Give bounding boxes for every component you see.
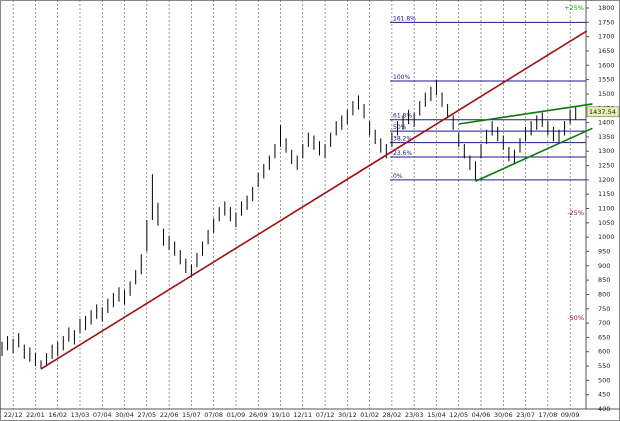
y-tick-label: 1250 xyxy=(598,162,615,170)
y-tick-label: 1800 xyxy=(598,4,615,12)
x-tick-label: 12/05 xyxy=(449,411,468,419)
y-tick-label: 950 xyxy=(598,247,610,255)
y-tick-label: 700 xyxy=(598,319,610,327)
x-tick-label: 15/07 xyxy=(182,411,201,419)
x-tick-label: 15/04 xyxy=(427,411,446,419)
y-tick-label: 1750 xyxy=(598,18,615,26)
y-tick-label: 1650 xyxy=(598,47,615,55)
y-tick-label: 1500 xyxy=(598,90,615,98)
x-tick-label: 30/12 xyxy=(338,411,357,419)
y-tick-label: 400 xyxy=(598,405,610,413)
y-tick-label: 1350 xyxy=(598,133,615,141)
x-tick-label: 07/12 xyxy=(316,411,335,419)
x-tick-label: 17/08 xyxy=(538,411,557,419)
y-tick-label: 1400 xyxy=(598,119,615,127)
fib-label: 23.6% xyxy=(393,150,412,157)
trend-line xyxy=(458,103,593,125)
y-tick-label: 850 xyxy=(598,276,610,284)
x-tick-label: 04/06 xyxy=(472,411,491,419)
y-tick-label: 600 xyxy=(598,348,610,356)
fib-label: 100% xyxy=(393,74,410,81)
x-tick-label: 09/09 xyxy=(561,411,580,419)
annotation: -50% xyxy=(567,314,584,322)
y-tick-label: 500 xyxy=(598,376,610,384)
x-tick-label: 19/10 xyxy=(271,411,290,419)
y-tick-label: 1100 xyxy=(598,205,615,213)
y-tick-label: 1200 xyxy=(598,176,615,184)
annotation: -25% xyxy=(567,209,584,217)
x-tick-label: 26/09 xyxy=(249,411,268,419)
last-price-box xyxy=(586,106,620,118)
y-tick-label: 1300 xyxy=(598,147,615,155)
x-tick-label: 07/08 xyxy=(204,411,223,419)
fib-label: 38.2% xyxy=(393,136,412,143)
x-tick-label: 27/05 xyxy=(137,411,156,419)
y-tick-label: 550 xyxy=(598,362,610,370)
x-tick-label: 16/02 xyxy=(48,411,67,419)
x-tick-label: 30/06 xyxy=(494,411,513,419)
x-tick-label: 01/02 xyxy=(360,411,379,419)
x-tick-label: 12/11 xyxy=(293,411,312,419)
y-tick-label: 900 xyxy=(598,262,610,270)
y-tick-label: 650 xyxy=(598,333,610,341)
trend-line xyxy=(40,30,588,370)
fib-label: 0% xyxy=(393,173,403,180)
y-tick-label: 1600 xyxy=(598,61,615,69)
x-tick-label: 22/01 xyxy=(26,411,45,419)
y-tick-label: 1050 xyxy=(598,219,615,227)
x-tick-label: 13/03 xyxy=(71,411,90,419)
x-tick-label: 23/03 xyxy=(405,411,424,419)
x-tick-label: 23/07 xyxy=(516,411,535,419)
y-tick-label: 1000 xyxy=(598,233,615,241)
y-tick-label: 800 xyxy=(598,290,610,298)
fib-label: 161.8% xyxy=(393,15,416,22)
x-tick-label: 07/04 xyxy=(93,411,112,419)
y-tick-label: 1550 xyxy=(598,76,615,84)
trend-line xyxy=(475,127,593,183)
x-tick-label: 22/12 xyxy=(4,411,23,419)
last-price: 1437.54 xyxy=(589,108,616,116)
x-tick-label: 30/04 xyxy=(115,411,134,419)
y-tick-label: 750 xyxy=(598,305,610,313)
x-tick-label: 22/06 xyxy=(160,411,179,419)
fib-label: 50% xyxy=(393,124,407,131)
y-tick-label: 1150 xyxy=(598,190,615,198)
y-tick-label: 450 xyxy=(598,391,610,399)
x-tick-label: 01/09 xyxy=(227,411,246,419)
x-tick-label: 28/02 xyxy=(383,411,402,419)
annotation: +25% xyxy=(564,4,584,12)
y-tick-label: 1700 xyxy=(598,33,615,41)
